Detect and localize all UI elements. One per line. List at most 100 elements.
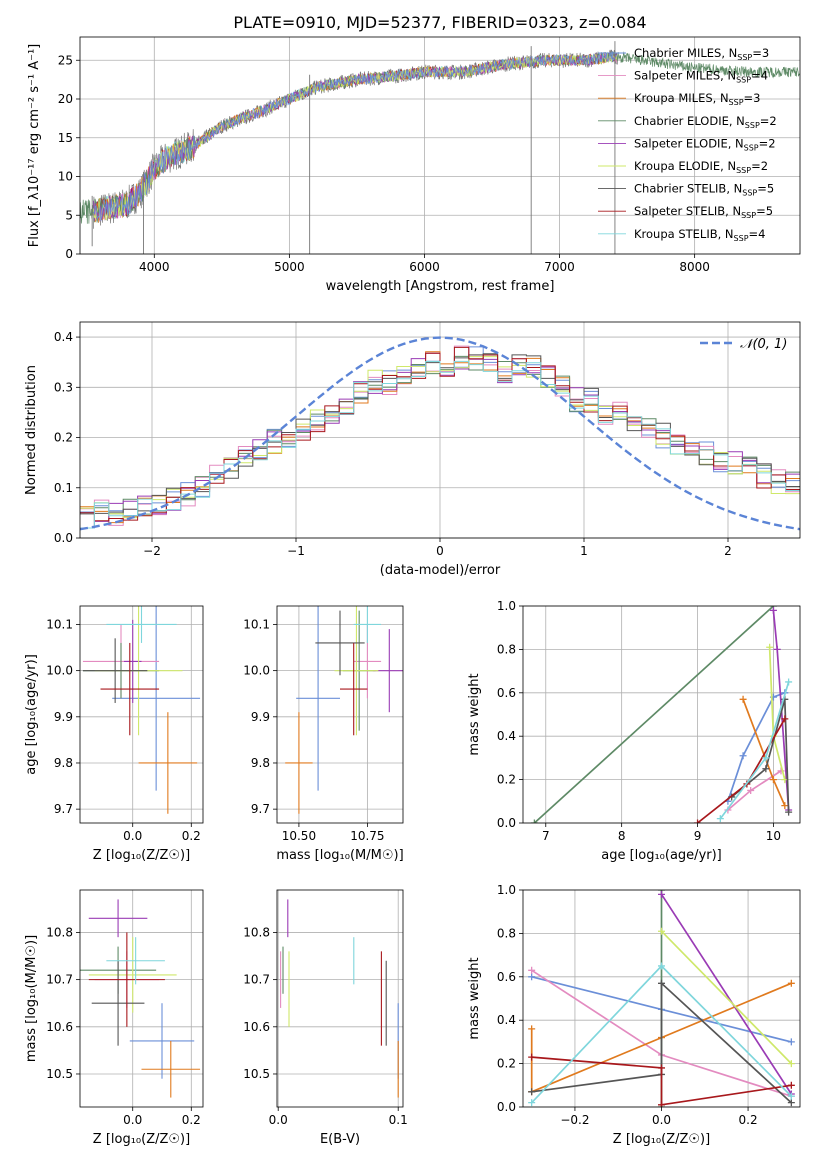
age-vs-weight-point-marker (716, 815, 724, 823)
z-vs-weight-xlabel: Z [log₁₀(Z/Z☉)] (613, 1132, 710, 1147)
spectrum-plot-area (80, 41, 800, 254)
mass-vs-age-xlabel: mass [log₁₀(M/M☉)] (276, 848, 403, 863)
z-vs-age-ytick-label: 9.7 (54, 802, 73, 816)
z-vs-weight-point-marker (658, 890, 665, 898)
ebv-vs-mass-ytick-label: 10.8 (243, 925, 270, 939)
spectrum-ytick-label: 10 (58, 170, 73, 184)
residuals-ytick-label: 0.4 (54, 330, 73, 344)
z-vs-weight-frame (522, 889, 801, 1108)
gaussian-curve (80, 336, 800, 531)
age-vs-weight-point-marker (530, 819, 538, 823)
spectrum-ytick-label: 15 (58, 131, 73, 145)
z-vs-age-ytick-label: 10.0 (46, 664, 73, 678)
z-vs-weight-point-marker (528, 1025, 536, 1033)
z-vs-weight-ylabel: mass weight (467, 957, 482, 1039)
z-vs-weight-point-marker (658, 927, 665, 935)
age-vs-weight-ytick-label: 0.4 (497, 729, 516, 743)
age-vs-weight-xtick-label: 8 (618, 829, 626, 843)
residuals-ylabel: Normed distribution (24, 365, 39, 495)
z-vs-age-ytick-label: 9.8 (54, 756, 73, 770)
age-vs-weight-plot-area (530, 606, 793, 823)
age-vs-weight-xlabel: age [log₁₀(age/yr)] (601, 848, 722, 863)
z-vs-age-panel: 0.0 0.2 9.7 9.8 9.9 10.0 10.1 Z [log₁₀(Z/Z☉)] ag… (24, 605, 204, 863)
residuals-frame (79, 321, 801, 539)
residuals-panel: −2 −1 0 1 2 0.0 0.1 0.2 0.3 0.4 (data-model)/error… (24, 321, 801, 578)
spectrum-ylabel: Flux [f_λ10⁻¹⁷ erg cm⁻² s⁻¹ A⁻¹] (27, 44, 42, 248)
residuals-xlabel: (data-model)/error (380, 563, 501, 578)
z-vs-age-frame (79, 605, 204, 824)
residuals-xtick-label: 1 (580, 544, 588, 558)
mass-vs-age-ytick-label: 9.9 (251, 710, 270, 724)
spectrum-xtick-label: 4000 (139, 260, 170, 274)
mass-vs-age-panel: 10.50 10.75 9.7 9.8 9.9 10.0 10.1 mass [log₁₀(M… (243, 605, 404, 863)
residuals-xtick-label: 0 (436, 544, 444, 558)
z-vs-weight-point-marker (787, 1099, 795, 1107)
spectrum-legend-label: Salpeter MILES, NSSP=4 (634, 69, 768, 85)
age-vs-weight-point-marker (773, 645, 781, 653)
z-vs-mass-plot-area (80, 899, 201, 1098)
ebv-vs-mass-plot-area (280, 899, 399, 1098)
z-vs-weight-series-line (531, 1056, 792, 1106)
age-vs-weight-point-marker (785, 808, 793, 816)
ebv-vs-mass-ytick-label: 10.7 (243, 973, 270, 987)
z-vs-weight-point-marker (528, 1099, 536, 1107)
ebv-vs-mass-xlabel: E(B-V) (320, 1132, 360, 1147)
age-vs-weight-xtick-label: 9 (694, 829, 702, 843)
age-vs-weight-series-line (533, 606, 774, 823)
residual-histogram (80, 360, 800, 529)
age-vs-weight-ylabel: mass weight (467, 673, 482, 755)
z-vs-mass-frame (79, 889, 204, 1108)
z-vs-weight-point-marker (787, 979, 795, 987)
age-vs-weight-ytick-label: 0.0 (497, 816, 516, 830)
spectrum-ytick-label: 5 (65, 208, 73, 222)
z-vs-weight-xtick-label: 0.2 (739, 1113, 758, 1127)
mass-vs-age-frame (276, 605, 404, 824)
residuals-xtick-label: 2 (724, 544, 732, 558)
residuals-xtick-label: −2 (143, 544, 161, 558)
z-vs-mass-xlabel: Z [log₁₀(Z/Z☉)] (93, 1132, 190, 1147)
z-vs-mass-ytick-label: 10.6 (46, 1020, 73, 1034)
z-vs-weight-ytick-label: 1.0 (497, 883, 516, 897)
z-vs-weight-point-marker (658, 962, 665, 970)
ebv-vs-mass-xtick-label: 0.0 (269, 1113, 288, 1127)
age-vs-weight-frame (522, 605, 801, 824)
spectrum-ytick-label: 0 (65, 247, 73, 261)
spectrum-legend-label: Kroupa MILES, NSSP=3 (634, 91, 760, 107)
spectrum-legend-label: Kroupa STELIB, NSSP=4 (634, 227, 765, 243)
z-vs-weight-point-marker (528, 966, 536, 974)
z-vs-weight-ytick-label: 0.2 (497, 1057, 516, 1071)
mass-vs-age-ytick-label: 9.8 (251, 756, 270, 770)
age-vs-weight-point-marker (766, 643, 774, 651)
z-vs-mass-ytick-label: 10.7 (46, 973, 73, 987)
age-vs-weight-ytick-label: 0.6 (497, 686, 516, 700)
z-vs-weight-xtick-label: −0.2 (560, 1113, 589, 1127)
ebv-vs-mass-frame (276, 889, 404, 1108)
spectrum-xlabel: wavelength [Angstrom, rest frame] (326, 279, 555, 294)
age-vs-weight-point-marker (739, 752, 747, 760)
age-vs-weight-point-marker (694, 819, 702, 823)
z-vs-weight-series-line (660, 893, 793, 1095)
mass-vs-age-xtick-label: 10.75 (350, 829, 384, 843)
age-vs-weight-grid (523, 605, 800, 824)
z-vs-age-xlabel: Z [log₁₀(Z/Z☉)] (93, 848, 190, 863)
spectrum-legend-label: Salpeter ELODIE, NSSP=2 (634, 136, 776, 152)
spectrum-legend-label: Chabrier STELIB, NSSP=5 (634, 182, 774, 198)
ebv-vs-mass-ytick-label: 10.6 (243, 1020, 270, 1034)
residuals-ytick-label: 0.2 (54, 431, 73, 445)
spectrum-panel: 4000 5000 6000 7000 8000 0 5 10 15 20 25 wavelength… (27, 36, 801, 294)
residuals-plot-area (80, 336, 800, 531)
spectrum-legend-label: Chabrier ELODIE, NSSP=2 (634, 114, 777, 130)
age-vs-weight-point-marker (769, 776, 777, 784)
spectrum-ytick-label: 25 (58, 53, 73, 67)
z-vs-mass-ytick-label: 10.5 (46, 1067, 73, 1081)
spectrum-xtick-label: 8000 (679, 260, 710, 274)
z-vs-mass-ylabel: mass [log₁₀(M/M☉)] (24, 935, 39, 1062)
z-vs-weight-plot-area (528, 890, 795, 1107)
age-vs-weight-series-line (727, 692, 786, 802)
z-vs-weight-point-marker (528, 1088, 536, 1096)
spectrum-legend-label: Chabrier MILES, NSSP=3 (634, 46, 769, 62)
age-vs-weight-point-marker (762, 754, 770, 762)
age-vs-weight-point-marker (747, 786, 755, 794)
ebv-vs-mass-xtick-label: 0.1 (389, 1113, 408, 1127)
spectrum-legend-label: Kroupa ELODIE, NSSP=2 (634, 159, 768, 175)
